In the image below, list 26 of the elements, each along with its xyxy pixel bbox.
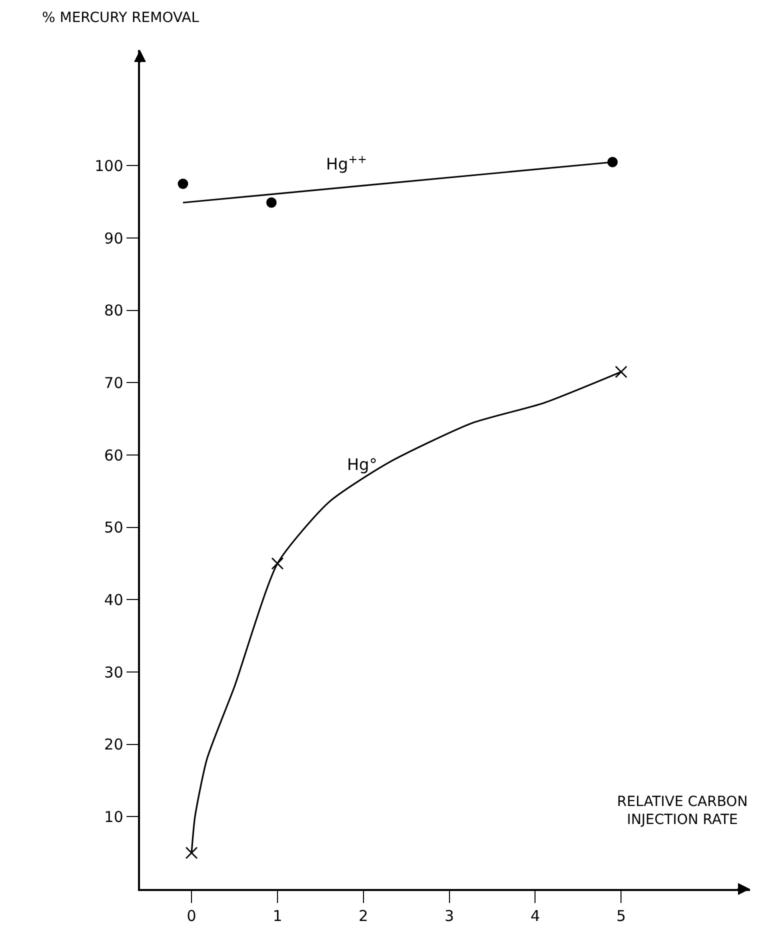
point xyxy=(607,156,618,168)
point xyxy=(266,197,277,208)
y-tick-label: 30 xyxy=(104,663,124,682)
point xyxy=(178,178,188,190)
x-axis-title: RELATIVE CARBON INJECTION RATE xyxy=(617,794,748,828)
x-tick-label: 3 xyxy=(444,906,454,925)
series-label: Hg$^{++}$ xyxy=(326,153,367,174)
y-tick-label: 90 xyxy=(104,229,124,248)
x-tick-label: 0 xyxy=(186,906,196,925)
y-tick-label: 10 xyxy=(104,808,124,826)
x-tick-label: 2 xyxy=(358,906,368,925)
y-tick-label: 40 xyxy=(104,590,124,609)
y-tick-label: 80 xyxy=(104,302,124,320)
y-axis-title: % MERCURY REMOVAL xyxy=(42,10,200,26)
y-tick-label: 20 xyxy=(104,736,124,754)
y-tick-label: 100 xyxy=(94,156,124,175)
y-tick-label: 70 xyxy=(104,374,124,392)
series-label: Hg° xyxy=(347,455,378,474)
point xyxy=(185,846,198,860)
point xyxy=(614,366,628,378)
x-tick-label: 1 xyxy=(272,906,282,925)
y-tick-label: 60 xyxy=(104,446,124,464)
x-tick-label: 5 xyxy=(616,906,626,925)
x-tick-label: 4 xyxy=(530,906,540,925)
point xyxy=(271,557,284,570)
y-tick-label: 50 xyxy=(104,518,124,537)
